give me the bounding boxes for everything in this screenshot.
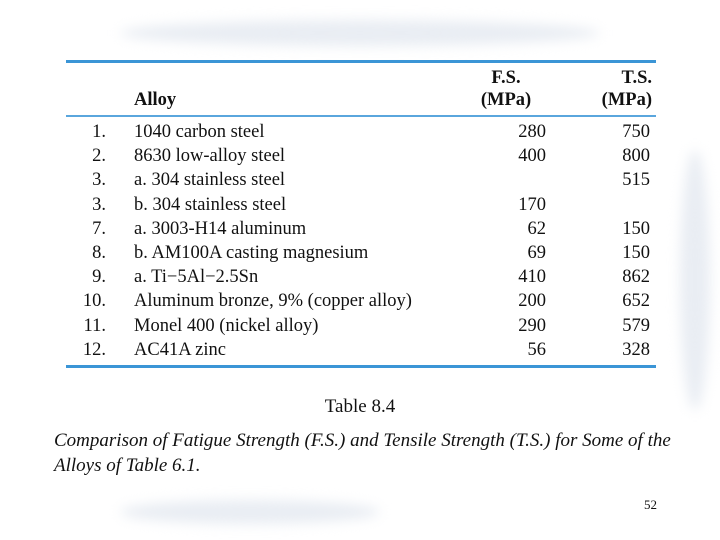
table-header-row: Alloy F.S. (MPa) T.S. (MPa)	[66, 63, 656, 115]
cell-number: 1.	[92, 122, 106, 142]
cell-fs: 69	[527, 243, 547, 264]
cell-number: 12.	[82, 339, 106, 360]
cell-alloy: a. 3003-H14 aluminum	[134, 218, 307, 239]
table-header-rule	[66, 115, 656, 117]
cell-alloy: a. 304 stainless steel	[134, 170, 286, 191]
header-fs: F.S. (MPa)	[466, 63, 546, 115]
header-fs-line2: (MPa)	[480, 90, 532, 110]
cell-fs: 200	[518, 291, 546, 312]
cell-fs: 62	[527, 218, 547, 239]
header-ts-line1: T.S.	[621, 68, 652, 88]
cell-ts: 750	[622, 122, 650, 142]
table-label: Table 8.4	[324, 396, 396, 417]
cell-fs	[466, 168, 546, 192]
cell-alloy: b. 304 stainless steel	[134, 194, 287, 215]
cell-number: 9.	[92, 267, 106, 288]
cell-ts: 150	[622, 218, 650, 239]
table-row: 8. b. AM100A casting magnesium 69 150	[66, 241, 656, 265]
cell-ts: 862	[622, 267, 650, 288]
background-decoration	[120, 500, 380, 524]
header-ts-line2: (MPa)	[601, 90, 652, 110]
cell-fs: 290	[518, 315, 546, 336]
cell-ts: 150	[622, 243, 650, 264]
cell-alloy: 1040 carbon steel	[134, 122, 265, 142]
cell-ts: 652	[622, 291, 650, 312]
table-row: 11. Monel 400 (nickel alloy) 290 579	[66, 314, 656, 338]
table-row: 10. Aluminum bronze, 9% (copper alloy) 200…	[66, 289, 656, 313]
table-bottom-rule	[66, 365, 656, 369]
cell-number: 2.	[92, 146, 106, 167]
table-top-rule	[66, 60, 656, 63]
cell-alloy: a. Ti−5Al−2.5Sn	[134, 267, 259, 288]
cell-number: 3.	[92, 194, 106, 215]
cell-fs: 170	[518, 194, 546, 215]
cell-alloy: 8630 low-alloy steel	[134, 146, 286, 167]
table-row: 3. b. 304 stainless steel 170	[66, 193, 656, 217]
cell-alloy: AC41A zinc	[134, 339, 226, 360]
cell-fs: 410	[518, 267, 546, 288]
cell-ts: 515	[622, 170, 650, 191]
background-decoration	[680, 150, 710, 410]
cell-fs: 56	[527, 339, 547, 360]
page-number: 52	[644, 497, 657, 512]
table-row: 9. a. Ti−5Al−2.5Sn 410 862	[66, 265, 656, 289]
cell-alloy: b. AM100A casting magnesium	[134, 243, 369, 264]
cell-number: 8.	[92, 243, 106, 264]
cell-alloy: Aluminum bronze, 9% (copper alloy)	[134, 291, 412, 312]
table-row: 1. 1040 carbon steel 280 750	[66, 117, 656, 144]
table-row: 7. a. 3003-H14 aluminum 62 150	[66, 217, 656, 241]
table-caption: Comparison of Fatigue Strength (F.S.) an…	[54, 430, 671, 476]
cell-ts	[546, 193, 656, 217]
cell-ts: 579	[622, 315, 650, 336]
header-ts: T.S. (MPa)	[546, 63, 656, 115]
cell-fs: 280	[518, 122, 546, 142]
header-number	[66, 63, 134, 115]
header-alloy: Alloy	[134, 90, 177, 110]
cell-number: 11.	[83, 315, 106, 336]
background-decoration	[120, 20, 600, 46]
cell-ts: 328	[622, 339, 650, 360]
alloy-strength-table: Alloy F.S. (MPa) T.S. (MPa) 1. 1040 carbon …	[66, 60, 656, 369]
cell-fs: 400	[518, 146, 546, 167]
table-row: 2. 8630 low-alloy steel 400 800	[66, 144, 656, 168]
cell-ts: 800	[622, 146, 650, 167]
table-row: 3. a. 304 stainless steel 515	[66, 168, 656, 192]
cell-number: 3.	[92, 170, 106, 191]
cell-alloy: Monel 400 (nickel alloy)	[134, 315, 319, 336]
header-fs-line1: F.S.	[491, 68, 521, 88]
cell-number: 10.	[82, 291, 106, 312]
table-row: 12. AC41A zinc 56 328	[66, 338, 656, 365]
cell-number: 7.	[92, 218, 106, 239]
